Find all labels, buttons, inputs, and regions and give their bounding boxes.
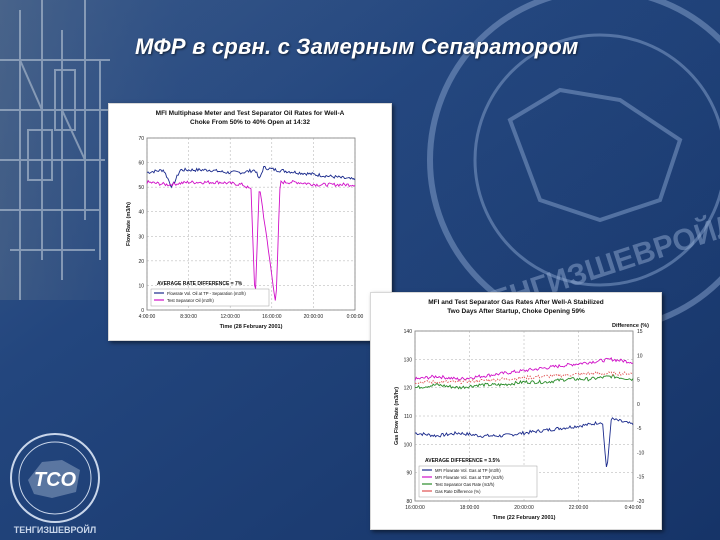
- legend-label: Flowrate Vol. Oil at TP - Separation (m3…: [167, 291, 246, 296]
- x-tick-label: 0:00:00: [347, 314, 364, 320]
- chart-subtitle: Two Days After Startup, Choke Opening 59…: [447, 308, 585, 315]
- slide-title: МФР в срвн. с Замерным Сепаратором: [135, 34, 579, 59]
- y-tick-label: 120: [404, 386, 413, 392]
- y2-tick-label: -15: [637, 475, 644, 481]
- chart-oil-rates-svg: MFI Multiphase Meter and Test Separator …: [126, 110, 364, 330]
- y-tick-label: 0: [141, 308, 144, 314]
- refinery-image: [0, 0, 110, 300]
- y2-tick-label: 0: [637, 402, 640, 408]
- chart-title: MFI Multiphase Meter and Test Separator …: [156, 110, 345, 117]
- company-logo: ТСО ТЕНГИЗШЕВРОЙЛ: [10, 433, 100, 535]
- plot-area: [146, 137, 356, 311]
- legend-box: [150, 288, 270, 307]
- y-axis-label: Gas Flow Rate (m3/hr): [394, 387, 400, 445]
- x-tick-label: 20:00:00: [304, 314, 324, 320]
- chart-subtitle: Choke From 50% to 40% Open at 14:32: [190, 119, 310, 126]
- y-tick-label: 20: [138, 259, 144, 265]
- x-tick-label: 12:00:00: [220, 314, 240, 320]
- x-axis-label: Time (28 February 2001): [220, 324, 283, 330]
- series-line-1: [146, 179, 356, 301]
- chart-gas-rates: MFI and Test Separator Gas Rates After W…: [370, 292, 662, 530]
- y2-tick-label: 15: [637, 329, 643, 335]
- chart-annotation: AVERAGE RATE DIFFERENCE = 7%: [157, 281, 243, 287]
- series-line-0: [146, 165, 356, 189]
- y-tick-label: 10: [138, 283, 144, 289]
- y-tick-label: 50: [138, 185, 144, 191]
- y-tick-label: 30: [138, 234, 144, 240]
- x-tick-label: 22:00:00: [569, 505, 589, 511]
- y-tick-label: 140: [404, 329, 413, 335]
- y-tick-label: 70: [138, 136, 144, 142]
- x-tick-label: 4:00:00: [139, 314, 156, 320]
- y-tick-label: 80: [406, 499, 412, 505]
- y-tick-label: 130: [404, 357, 413, 363]
- x-tick-label: 20:00:00: [514, 505, 534, 511]
- legend-label: Test Separator Gas Rate (m3/h): [435, 482, 495, 487]
- y-axis-label: Flow Rate (m3/h): [126, 202, 132, 246]
- series-line-3: [414, 371, 634, 385]
- chart-oil-rates: MFI Multiphase Meter and Test Separator …: [108, 103, 392, 341]
- series-line-0: [415, 417, 634, 468]
- chart-annotation: AVERAGE DIFFERENCE = 3.5%: [425, 458, 500, 464]
- chart-gas-rates-svg: MFI and Test Separator Gas Rates After W…: [394, 299, 649, 521]
- legend-label: Test Separator Oil (m3/h): [167, 298, 214, 303]
- x-tick-label: 18:00:00: [460, 505, 480, 511]
- y2-tick-label: 5: [637, 378, 640, 384]
- x-tick-label: 8:30:00: [180, 314, 197, 320]
- logo-subtext: ТЕНГИЗШЕВРОЙЛ: [14, 524, 96, 535]
- y-tick-label: 100: [404, 442, 413, 448]
- x-tick-label: 16:00:00: [405, 505, 425, 511]
- y-tick-label: 90: [406, 471, 412, 477]
- y2-tick-label: 10: [637, 353, 643, 359]
- series-line-2: [414, 374, 634, 390]
- y-tick-label: 60: [138, 161, 144, 167]
- y-tick-label: 40: [138, 210, 144, 216]
- chart-title: MFI and Test Separator Gas Rates After W…: [428, 299, 604, 306]
- legend-box: [418, 465, 538, 498]
- y-tick-label: 110: [404, 414, 412, 420]
- y2-axis-label: Difference (%): [612, 323, 649, 329]
- y2-tick-label: -5: [637, 426, 642, 432]
- series-line-1: [414, 357, 634, 381]
- y2-tick-label: -20: [637, 499, 644, 505]
- legend-label: MFI Flowrate Vol. Gas at TP (m3/h): [435, 468, 501, 473]
- x-axis-label: Time (22 February 2001): [493, 515, 556, 521]
- y2-tick-label: -10: [637, 450, 644, 456]
- legend-label: Gas Rate Difference (%): [435, 489, 481, 494]
- logo-text: ТСО: [34, 469, 77, 491]
- x-tick-label: 0:40:00: [625, 505, 642, 511]
- x-tick-label: 16:00:00: [262, 314, 282, 320]
- legend-label: MFI Flowrate Vol. Gas at TSP (m3/h): [435, 475, 504, 480]
